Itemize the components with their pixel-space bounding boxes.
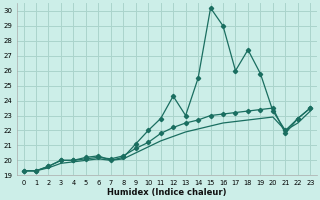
X-axis label: Humidex (Indice chaleur): Humidex (Indice chaleur) — [107, 188, 227, 197]
